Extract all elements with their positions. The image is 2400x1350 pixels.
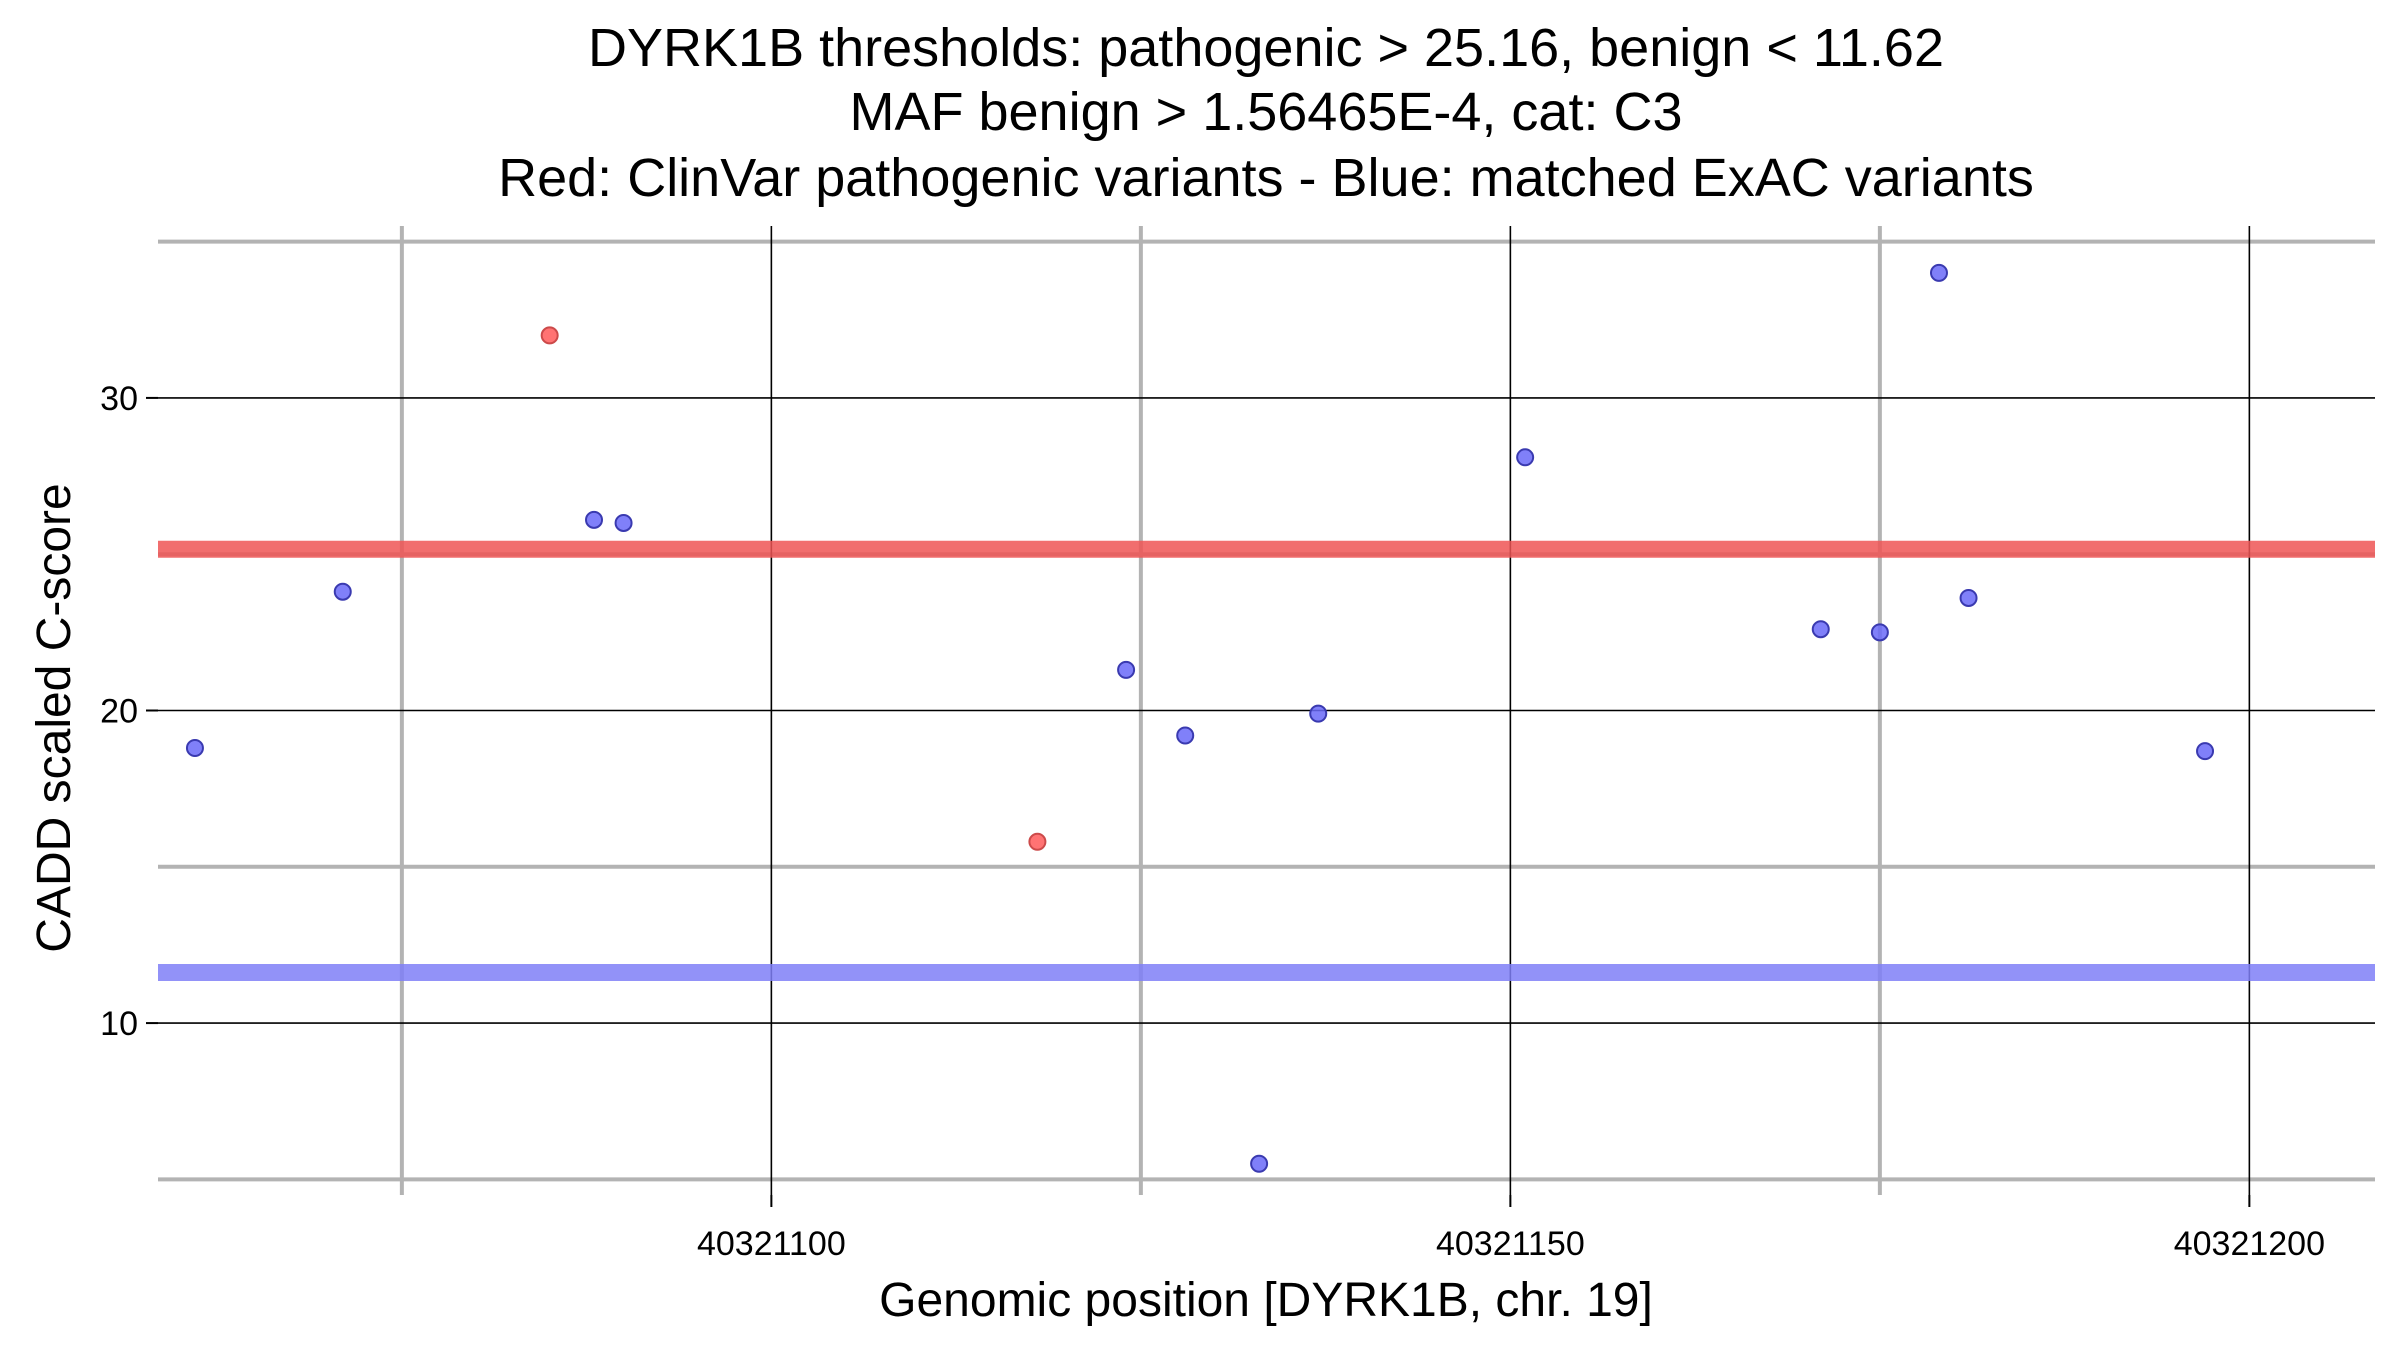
title-line-3: Red: ClinVar pathogenic variants - Blue:… <box>498 148 2034 208</box>
grid-lines <box>158 226 2375 1195</box>
exac-variant-point <box>1870 623 1889 642</box>
axis-ticks: 10 20 30 40321100 40321150 40321200 <box>100 380 2325 1263</box>
clinvar-pathogenic-point <box>540 326 559 345</box>
exac-variant-point <box>1811 620 1830 639</box>
y-tick-label: 20 <box>100 693 138 731</box>
exac-variant-point <box>614 513 633 532</box>
exac-variant-point <box>585 510 604 529</box>
exac-variant-point <box>1309 704 1328 723</box>
y-axis-label: CADD scaled C-score <box>28 483 81 952</box>
exac-variant-point <box>185 739 204 758</box>
y-tick-label: 10 <box>100 1005 138 1043</box>
exac-variant-point <box>1959 588 1978 607</box>
exac-variant-point <box>1176 726 1195 745</box>
clinvar-pathogenic-point <box>1028 832 1047 851</box>
exac-variant-point <box>1516 448 1535 467</box>
exac-variant-point <box>1250 1154 1269 1173</box>
x-tick-label: 40321200 <box>2174 1225 2325 1263</box>
chart-title: DYRK1B thresholds: pathogenic > 25.16, b… <box>498 18 2034 208</box>
x-axis-label: Genomic position [DYRK1B, chr. 19] <box>879 1274 1653 1327</box>
threshold-lines <box>158 540 2375 981</box>
data-points <box>185 263 2215 1173</box>
x-tick-label: 40321100 <box>697 1225 846 1263</box>
exac-variant-point <box>2196 742 2215 761</box>
title-line-1: DYRK1B thresholds: pathogenic > 25.16, b… <box>588 18 1944 78</box>
exac-variant-point <box>1117 660 1136 679</box>
x-tick-label: 40321150 <box>1436 1225 1585 1263</box>
exac-variant-point <box>1929 263 1948 282</box>
y-tick-label: 30 <box>100 380 138 418</box>
title-line-2: MAF benign > 1.56465E-4, cat: C3 <box>850 82 1683 142</box>
exac-variant-point <box>333 582 352 601</box>
